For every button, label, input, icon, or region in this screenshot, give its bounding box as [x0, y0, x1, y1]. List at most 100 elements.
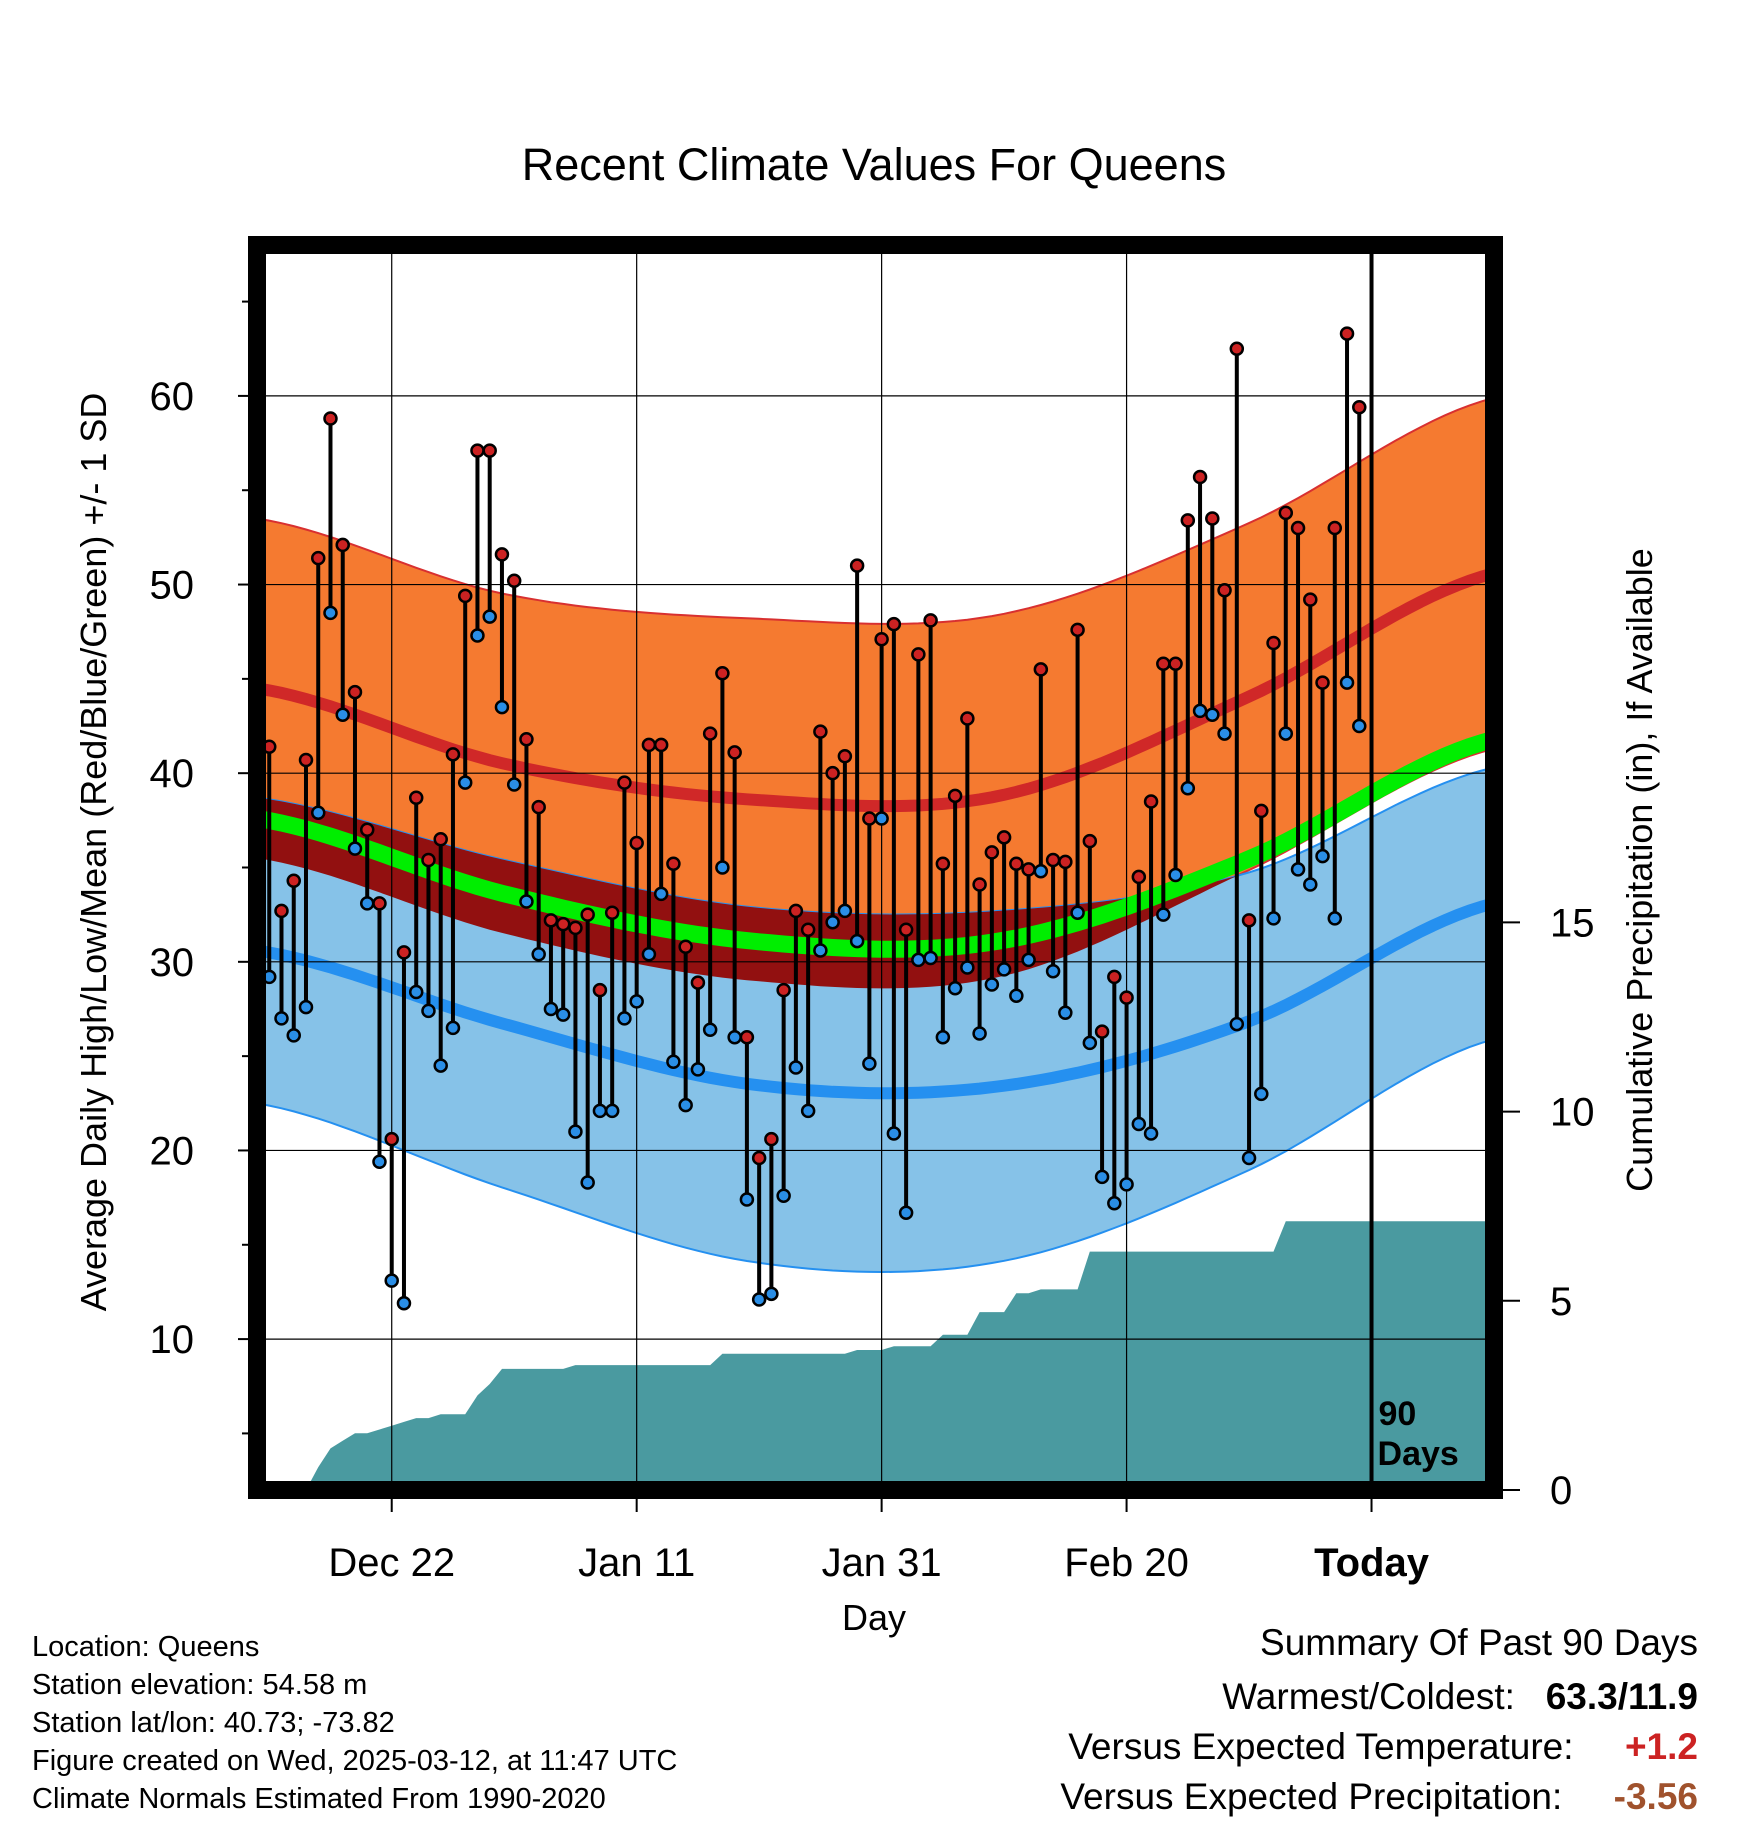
high-point: [1217, 582, 1232, 598]
normal-high-line: [255, 567, 1496, 813]
high-point: [384, 1131, 399, 1147]
elevation-text: Station elevation: 54.58 m: [32, 1669, 368, 1701]
low-point: [690, 1062, 706, 1077]
high-point: [1058, 854, 1073, 870]
chart-title: Recent Climate Values For Queens: [522, 139, 1227, 190]
high-point: [702, 726, 718, 741]
low-point: [604, 1103, 620, 1119]
high-point: [1303, 592, 1318, 607]
low-point: [347, 841, 363, 856]
high-point: [788, 903, 804, 919]
low-point: [727, 1030, 742, 1045]
warmest-coldest-value: 63.3/11.9: [1545, 1676, 1698, 1717]
low-point: [457, 775, 473, 790]
low-point: [1143, 1126, 1159, 1141]
x-tick-label: Feb 20: [1064, 1541, 1189, 1585]
low-point: [1192, 703, 1208, 719]
high-point: [1315, 675, 1330, 690]
low-point: [592, 1103, 608, 1119]
y2-tick-label: 15: [1550, 901, 1595, 945]
low-point: [372, 1154, 387, 1170]
low-point: [482, 609, 497, 624]
low-point: [1327, 911, 1343, 926]
low-point: [947, 980, 963, 996]
precip-anomaly-value: -3.56: [1613, 1776, 1698, 1817]
low-point: [984, 977, 1000, 992]
low-point: [898, 1205, 914, 1220]
high-point: [666, 856, 681, 871]
low-point: [568, 1124, 583, 1139]
high-point: [947, 788, 963, 804]
high-point: [690, 975, 706, 990]
y2-axis-title: Cumulative Precipitation (in), If Availa…: [1619, 548, 1660, 1192]
y-tick-label: 30: [150, 941, 195, 985]
high-point: [641, 737, 657, 753]
high-point: [604, 905, 620, 921]
today-marker-label-bottom: Days: [1378, 1435, 1459, 1473]
high-point: [1119, 990, 1134, 1005]
low-point: [555, 1007, 571, 1022]
low-point: [310, 805, 326, 821]
low-point: [445, 1020, 461, 1036]
high-point: [1241, 913, 1257, 928]
high-point: [408, 790, 424, 805]
high-point: [555, 916, 571, 932]
low-point: [1266, 911, 1281, 926]
high-point: [396, 945, 412, 960]
low-point: [494, 699, 510, 715]
high-point: [1009, 856, 1024, 871]
low-point: [384, 1273, 399, 1288]
high-point: [837, 748, 853, 764]
low-point: [764, 1286, 779, 1302]
high-point: [972, 877, 987, 892]
high-point: [800, 922, 816, 937]
low-point: [421, 1003, 436, 1019]
low-point: [1021, 952, 1036, 968]
low-point: [1058, 1005, 1073, 1020]
high-point: [580, 907, 595, 922]
high-point: [457, 588, 473, 604]
high-point: [470, 443, 485, 458]
low-point: [629, 994, 644, 1009]
high-point: [568, 920, 583, 936]
today-marker-label-top: 90: [1379, 1395, 1417, 1433]
low-point: [813, 943, 828, 958]
high-point: [347, 684, 363, 700]
high-point: [1070, 622, 1085, 638]
high-point: [1254, 803, 1269, 819]
plot-frame: [248, 236, 1503, 1499]
low-point: [751, 1292, 767, 1307]
high-point: [984, 845, 1000, 860]
low-point: [1352, 718, 1367, 734]
low-point: [996, 962, 1012, 977]
low-point: [1180, 781, 1196, 796]
low-point: [1339, 675, 1355, 690]
low-point: [580, 1175, 595, 1190]
high-point: [274, 903, 289, 919]
high-point: [849, 558, 865, 573]
low-point: [776, 1188, 791, 1203]
high-point: [813, 724, 828, 739]
high-point: [617, 775, 632, 790]
low-point: [788, 1060, 804, 1075]
x-axis-title: Day: [842, 1597, 906, 1638]
high-point: [1229, 341, 1245, 356]
high-point: [935, 856, 951, 871]
low-point: [470, 628, 485, 643]
low-point: [1156, 907, 1171, 922]
low-point: [1082, 1035, 1098, 1051]
low-point: [1303, 877, 1318, 892]
high-point: [1094, 1024, 1110, 1039]
x-tick-label: Jan 11: [578, 1541, 695, 1585]
high-point: [359, 822, 375, 838]
low-point: [433, 1058, 448, 1073]
y2-tick-label: 10: [1550, 1091, 1595, 1135]
low-point: [274, 1011, 289, 1026]
low-point: [1168, 867, 1183, 883]
y-tick-label: 20: [150, 1129, 195, 1173]
high-point: [1033, 662, 1049, 677]
y2-tick-label: 5: [1550, 1280, 1572, 1324]
low-point: [1107, 1196, 1122, 1211]
warmest-coldest-row: Warmest/Coldest: 63.3/11.9: [1222, 1676, 1698, 1718]
high-point: [592, 982, 608, 998]
